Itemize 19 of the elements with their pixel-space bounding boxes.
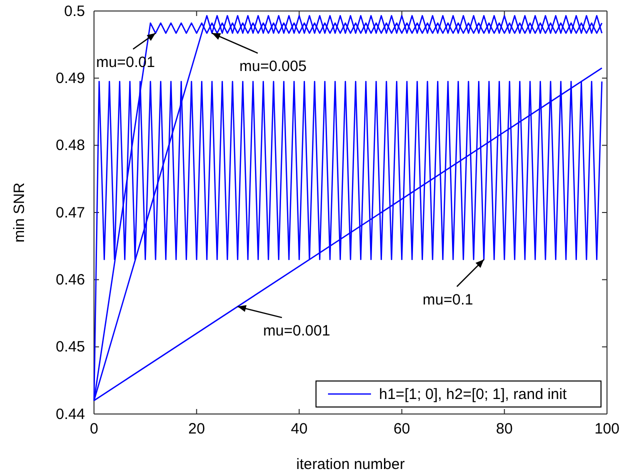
x-tick-label: 100 (594, 420, 620, 438)
annotation: mu=0.005 (239, 58, 307, 76)
y-tick-label: 0.44 (56, 406, 85, 423)
x-tick-label: 80 (496, 420, 513, 438)
annotation: mu=0.1 (422, 292, 474, 309)
annotation: mu=0.001 (263, 322, 330, 340)
x-tick-label: 0 (90, 420, 98, 438)
y-tick-label: 0.5 (64, 2, 85, 20)
y-tick-label: 0.48 (56, 137, 85, 154)
x-axis-title: iteration number (296, 456, 405, 473)
x-tick-label: 40 (290, 420, 308, 438)
y-tick-label: 0.49 (56, 70, 85, 87)
y-tick-label: 0.45 (56, 338, 85, 356)
x-tick-label: 20 (188, 420, 205, 438)
legend-label: h1=[1; 0], h2=[0; 1], rand init (379, 386, 568, 403)
y-tick-label: 0.47 (56, 204, 85, 222)
x-tick-label: 60 (393, 420, 410, 438)
y-tick-label: 0.46 (56, 271, 85, 288)
y-axis-title: min SNR (11, 182, 28, 243)
